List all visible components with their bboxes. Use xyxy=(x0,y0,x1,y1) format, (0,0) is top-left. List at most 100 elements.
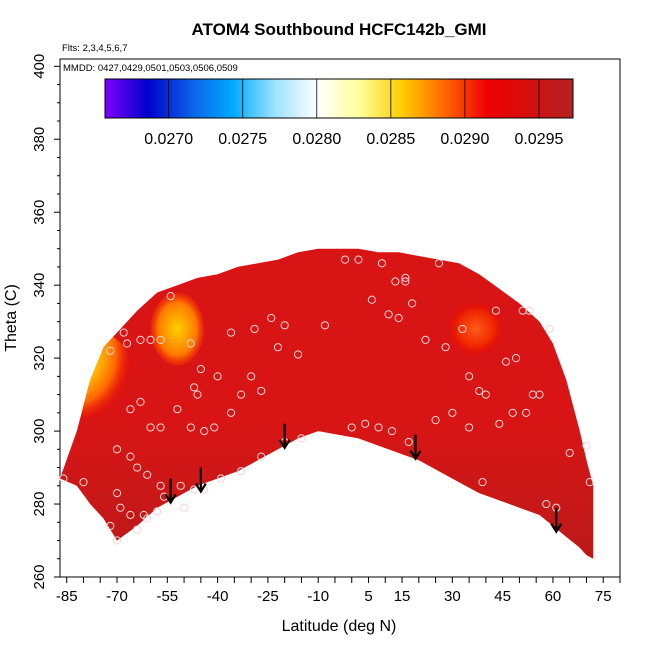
x-tick-label: 45 xyxy=(494,588,511,605)
sample-point xyxy=(133,525,142,534)
sample-point xyxy=(186,339,195,348)
sample-point xyxy=(210,423,219,432)
sample-point xyxy=(441,343,450,352)
sample-point xyxy=(257,452,266,461)
sample-point xyxy=(391,277,400,286)
colorbar-ticks: 0.0270 0.0275 0.0280 0.0285 0.0290 0.0295 xyxy=(144,79,564,148)
sample-point xyxy=(236,390,246,399)
sample-point xyxy=(156,481,165,490)
sample-point xyxy=(200,426,209,436)
sample-point xyxy=(404,437,413,447)
sample-point xyxy=(133,463,142,472)
sample-point xyxy=(465,423,474,432)
sample-point xyxy=(340,255,350,264)
x-axis: -85 -70 -55 -40 -25 -10 5 15 30 45 60 75 xyxy=(56,577,621,605)
y-tick-label: 320 xyxy=(31,346,48,371)
sample-point xyxy=(106,346,115,355)
sample-points xyxy=(59,255,594,545)
x-tick-label: 15 xyxy=(394,588,411,605)
flight-arrow xyxy=(164,478,177,505)
y-tick-label: 300 xyxy=(31,419,48,444)
sample-point xyxy=(179,503,189,512)
sample-point xyxy=(250,324,259,334)
y-tick-label: 400 xyxy=(31,54,48,79)
sample-point xyxy=(387,426,397,436)
sample-point xyxy=(347,423,356,432)
sample-point xyxy=(377,259,387,268)
sample-point xyxy=(267,313,276,323)
y-tick-label: 280 xyxy=(31,492,48,517)
sample-point xyxy=(136,335,145,344)
flight-arrow xyxy=(194,467,207,494)
sample-point xyxy=(79,478,88,487)
sample-point xyxy=(146,423,155,432)
sample-point xyxy=(354,255,363,264)
colorbar: 0.0270 0.0275 0.0280 0.0285 0.0290 0.0295 xyxy=(104,78,574,148)
sample-point xyxy=(112,536,122,545)
sample-point xyxy=(465,372,474,381)
sample-point xyxy=(156,423,165,432)
sample-point xyxy=(565,448,574,458)
x-axis-title: Latitude (deg N) xyxy=(282,618,397,635)
flights-note: Flts: 2,3,4,5,6,7 xyxy=(62,43,127,54)
sample-point xyxy=(458,324,467,334)
sample-point xyxy=(116,503,125,512)
x-tick-label: 30 xyxy=(444,588,461,605)
y-tick-label: 360 xyxy=(31,200,48,225)
sample-point xyxy=(143,470,152,479)
colorbar-gradient xyxy=(104,78,574,119)
x-tick-label: -85 xyxy=(56,588,78,605)
sample-point xyxy=(226,328,236,337)
sample-point xyxy=(126,510,135,520)
low-theta-shading xyxy=(60,412,594,559)
sample-point xyxy=(213,372,222,381)
south-plume-secondary xyxy=(150,292,205,366)
sample-point xyxy=(448,408,457,417)
sample-point xyxy=(257,386,266,396)
colorbar-tick-label: 0.0285 xyxy=(366,131,415,148)
sample-point xyxy=(361,419,370,428)
sample-point xyxy=(394,313,403,323)
sample-point xyxy=(401,277,410,286)
sample-point xyxy=(525,306,534,315)
sample-point xyxy=(143,514,152,523)
sample-point xyxy=(186,423,195,432)
sample-point xyxy=(320,321,330,330)
sample-point xyxy=(153,507,162,516)
x-tick-label: -10 xyxy=(307,588,329,605)
sample-point xyxy=(273,343,283,352)
sample-point xyxy=(582,441,591,450)
sample-point xyxy=(196,364,205,374)
arrows xyxy=(164,423,563,534)
sample-point xyxy=(528,390,537,399)
sample-point xyxy=(542,499,551,509)
colorbar-tick-label: 0.0295 xyxy=(514,131,563,148)
x-tick-label: -40 xyxy=(207,588,229,605)
x-tick-label: 60 xyxy=(545,588,562,605)
sample-point xyxy=(407,299,417,308)
sample-point xyxy=(176,481,185,490)
plot-frame xyxy=(59,58,621,578)
flight-arrow xyxy=(409,434,422,461)
sample-point xyxy=(501,357,511,366)
sample-point xyxy=(401,273,410,282)
x-tick-label: -55 xyxy=(156,588,178,605)
sample-point xyxy=(585,478,594,487)
sample-point xyxy=(481,390,490,399)
sample-point xyxy=(112,488,122,498)
sample-point xyxy=(216,474,226,483)
colorbar-tick-label: 0.0275 xyxy=(218,131,267,148)
sample-point xyxy=(226,408,236,417)
sample-point xyxy=(478,478,487,487)
sample-point xyxy=(136,397,145,407)
colorbar-tick-label: 0.0290 xyxy=(440,131,489,148)
sample-point xyxy=(190,485,199,494)
sample-point xyxy=(367,295,376,304)
sample-point xyxy=(126,405,135,414)
field-layer xyxy=(60,248,594,559)
sample-point xyxy=(434,259,444,268)
colorbar-tick-label: 0.0280 xyxy=(292,131,341,148)
sample-point xyxy=(280,321,289,330)
x-tick-label: 5 xyxy=(364,588,372,605)
south-plume-core xyxy=(60,332,134,421)
